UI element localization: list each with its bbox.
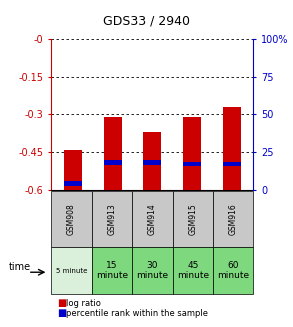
Bar [183, 117, 201, 190]
Text: log ratio: log ratio [66, 299, 101, 308]
Text: GDS33 / 2940: GDS33 / 2940 [103, 15, 190, 28]
Text: 30
minute: 30 minute [136, 261, 168, 280]
Text: GSM916: GSM916 [229, 203, 238, 235]
Bar [223, 107, 241, 190]
Bar [64, 181, 82, 186]
Text: percentile rank within the sample: percentile rank within the sample [66, 309, 208, 318]
Text: GSM915: GSM915 [188, 203, 197, 235]
Bar [104, 117, 122, 190]
Bar [64, 149, 82, 190]
Text: ■: ■ [57, 308, 67, 318]
Text: 45
minute: 45 minute [177, 261, 209, 280]
Bar [144, 160, 161, 165]
Text: ■: ■ [57, 299, 67, 308]
Text: GSM908: GSM908 [67, 203, 76, 235]
Bar [144, 132, 161, 190]
Text: 5 minute: 5 minute [56, 267, 87, 274]
Bar [104, 160, 122, 165]
Text: GSM913: GSM913 [108, 203, 116, 235]
Bar [223, 162, 241, 166]
Text: time: time [9, 262, 31, 272]
Text: GSM914: GSM914 [148, 203, 157, 235]
Bar [183, 162, 201, 166]
Text: 60
minute: 60 minute [217, 261, 249, 280]
Text: 15
minute: 15 minute [96, 261, 128, 280]
